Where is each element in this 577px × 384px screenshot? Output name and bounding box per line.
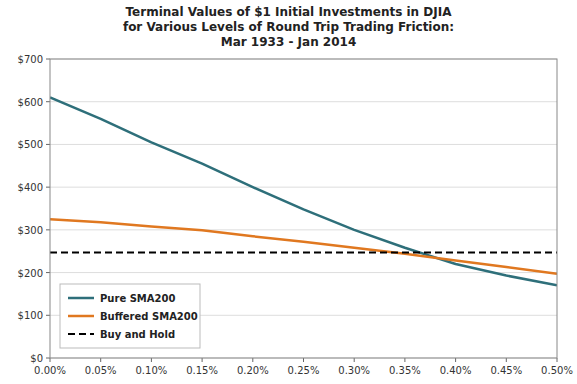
title-line: for Various Levels of Round Trip Trading… bbox=[123, 20, 454, 34]
series-line bbox=[50, 219, 557, 274]
x-tick-label: 0.10% bbox=[136, 365, 168, 376]
y-tick-label: $300 bbox=[18, 225, 43, 236]
x-tick bbox=[354, 358, 355, 362]
chart: Terminal Values of $1 Initial Investment… bbox=[0, 0, 577, 384]
legend-swatch bbox=[68, 333, 94, 335]
y-tick bbox=[46, 315, 50, 316]
legend: Pure SMA200 Buffered SMA200 Buy and Hold bbox=[60, 284, 200, 348]
x-tick bbox=[303, 358, 304, 362]
y-tick-label: $700 bbox=[18, 54, 43, 65]
y-tick-label: $400 bbox=[18, 182, 43, 193]
legend-box bbox=[60, 284, 200, 348]
grid bbox=[50, 59, 557, 358]
x-tick bbox=[151, 358, 152, 362]
series-line bbox=[50, 97, 557, 285]
y-tick bbox=[46, 101, 50, 102]
plot-area bbox=[50, 59, 557, 358]
title-line: Mar 1933 - Jan 2014 bbox=[221, 35, 357, 49]
y-tick bbox=[46, 229, 50, 230]
grid-line bbox=[50, 229, 557, 230]
x-tick bbox=[557, 358, 558, 362]
y-tick bbox=[46, 358, 50, 359]
y-tick-label: $500 bbox=[18, 139, 43, 150]
y-tick-label: $100 bbox=[18, 310, 43, 321]
y-tick-label: $600 bbox=[18, 97, 43, 108]
legend-swatch bbox=[68, 297, 94, 300]
x-tick bbox=[506, 358, 507, 362]
grid-line bbox=[50, 272, 557, 273]
legend-label: Buffered SMA200 bbox=[100, 311, 198, 322]
x-tick bbox=[50, 358, 51, 362]
y-tick-label: $0 bbox=[30, 353, 43, 364]
plot-frame bbox=[50, 59, 557, 358]
y-tick bbox=[46, 144, 50, 145]
x-tick-label: 0.25% bbox=[288, 365, 320, 376]
x-tick bbox=[455, 358, 456, 362]
grid-line bbox=[50, 101, 557, 102]
x-tick-label: 0.15% bbox=[186, 365, 218, 376]
grid-line bbox=[50, 187, 557, 188]
y-tick bbox=[46, 59, 50, 60]
x-tick bbox=[100, 358, 101, 362]
x-tick-label: 0.35% bbox=[389, 365, 421, 376]
x-tick-label: 0.50% bbox=[541, 365, 573, 376]
legend-label: Pure SMA200 bbox=[100, 293, 175, 304]
reference-line bbox=[50, 251, 557, 253]
series-group bbox=[50, 97, 557, 285]
x-tick-label: 0.45% bbox=[490, 365, 522, 376]
y-tick bbox=[46, 187, 50, 188]
x-tick bbox=[202, 358, 203, 362]
y-tick-label: $200 bbox=[18, 268, 43, 279]
x-tick-label: 0.40% bbox=[440, 365, 472, 376]
x-tick-label: 0.05% bbox=[85, 365, 117, 376]
y-tick bbox=[46, 272, 50, 273]
x-tick-label: 0.20% bbox=[237, 365, 269, 376]
x-tick-label: 0.30% bbox=[338, 365, 370, 376]
x-tick bbox=[404, 358, 405, 362]
x-tick-label: 0.00% bbox=[34, 365, 66, 376]
legend-label: Buy and Hold bbox=[100, 329, 175, 340]
title: Terminal Values of $1 Initial Investment… bbox=[123, 5, 454, 49]
legend-swatch bbox=[68, 315, 94, 318]
title-line: Terminal Values of $1 Initial Investment… bbox=[125, 5, 452, 19]
x-tick bbox=[252, 358, 253, 362]
grid-line bbox=[50, 144, 557, 145]
